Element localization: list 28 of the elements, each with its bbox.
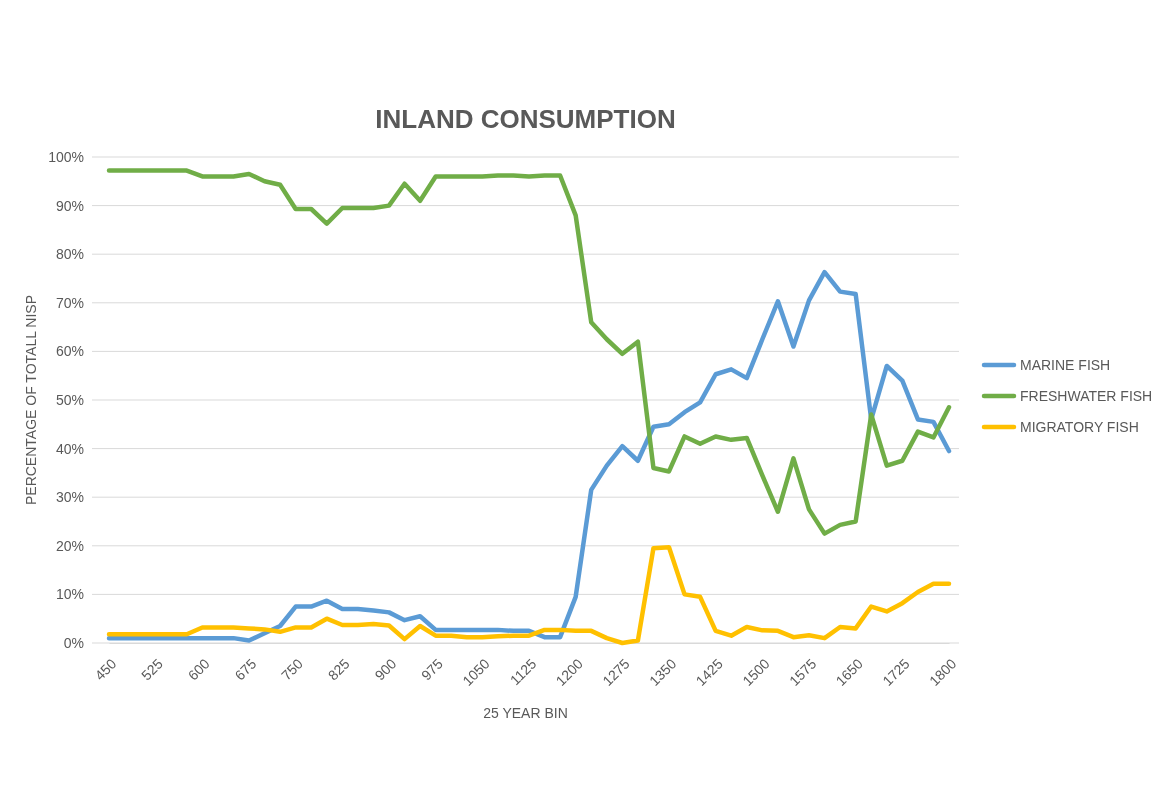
line-series (106, 545, 952, 646)
y-tick-label: 30% (55, 489, 84, 506)
line-series (106, 168, 952, 536)
y-tick-label: 70% (55, 294, 84, 311)
y-tick-label: 0% (63, 634, 84, 651)
y-tick-label: 60% (55, 343, 84, 360)
y-tick-label: 50% (55, 391, 84, 408)
y-tick-label: 40% (55, 440, 84, 457)
y-tick-label: 20% (55, 537, 84, 554)
x-tick-label: 450 (91, 655, 120, 684)
x-tick-label: 525 (138, 655, 167, 684)
x-tick-label: 900 (371, 655, 400, 684)
x-tick-label: 750 (278, 655, 307, 684)
legend-label: FRESHWATER FISH (1020, 387, 1153, 404)
x-tick-label: 675 (231, 655, 260, 684)
x-tick-label: 600 (184, 655, 213, 684)
chart-title: INLAND CONSUMPTION (375, 104, 676, 134)
x-tick-label: 825 (324, 655, 353, 684)
y-tick-label: 90% (55, 197, 84, 214)
y-tick-label: 10% (55, 586, 84, 603)
legend-label: MIGRATORY FISH (1020, 418, 1139, 435)
y-tick-label: 80% (55, 246, 84, 263)
x-tick-label: 975 (418, 655, 447, 684)
y-tick-label: 100% (48, 148, 84, 165)
legend-label: MARINE FISH (1020, 356, 1111, 373)
x-axis-title: 25 YEAR BIN (483, 705, 568, 721)
y-axis-title: PERCENTAGE OF TOTALL NISP (23, 294, 39, 506)
line-series (106, 269, 952, 643)
